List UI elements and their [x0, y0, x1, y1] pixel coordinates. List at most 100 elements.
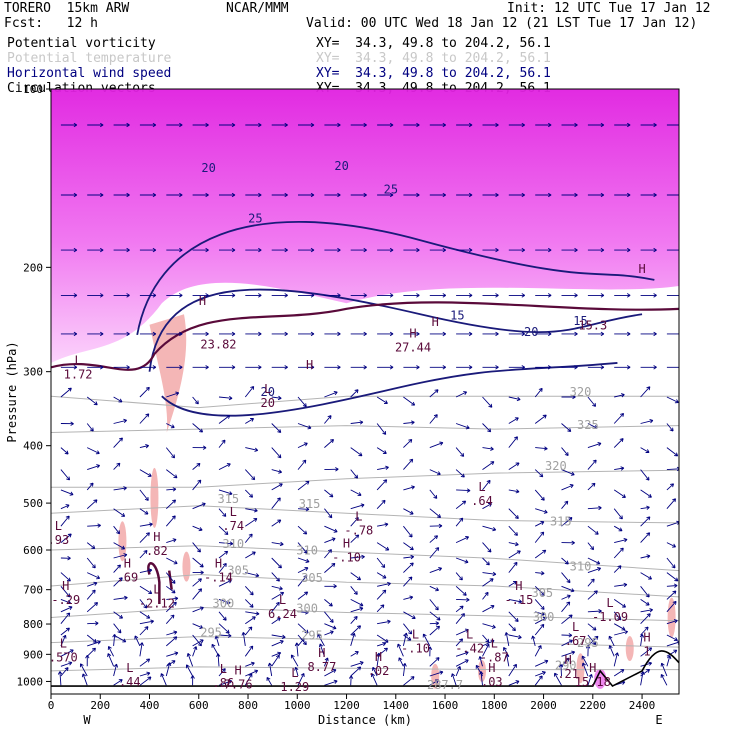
circulation-vector — [245, 518, 258, 527]
circulation-vector — [297, 557, 310, 563]
circulation-vector — [429, 247, 447, 253]
circulation-vector — [271, 469, 283, 474]
extremum-marker: H — [375, 650, 382, 664]
circulation-vector — [429, 365, 447, 370]
circulation-vector — [640, 122, 657, 128]
circulation-vector — [350, 122, 367, 128]
circulation-vector — [218, 414, 231, 424]
theta-label: 315 — [217, 492, 239, 506]
circulation-vector — [640, 331, 657, 337]
circulation-vector — [350, 534, 360, 543]
circulation-vector — [113, 679, 123, 686]
extremum-value: 7.76 — [224, 677, 253, 691]
circulation-vector — [350, 293, 367, 298]
theta-label: 310 — [222, 537, 244, 551]
circulation-vector — [324, 331, 341, 337]
circulation-vector — [324, 584, 337, 589]
circulation-vector — [86, 423, 94, 432]
circulation-vector — [455, 469, 465, 478]
circulation-vector — [403, 554, 415, 560]
circulation-vector — [377, 247, 394, 253]
circulation-vector — [508, 192, 526, 198]
circulation-vector — [508, 508, 519, 520]
extremum-marker: H — [409, 327, 416, 341]
circulation-vector — [113, 663, 119, 677]
circulation-vector — [403, 331, 420, 337]
circulation-vector — [377, 293, 394, 298]
circulation-vector — [60, 515, 70, 527]
circulation-vector — [482, 591, 489, 600]
circulation-vector — [508, 396, 521, 402]
circulation-vector — [324, 192, 341, 198]
circulation-vector — [324, 439, 335, 448]
x-tick-label: 1200 — [333, 699, 360, 712]
circulation-vector — [398, 657, 404, 667]
circulation-vector — [218, 525, 229, 536]
circulation-vector — [192, 365, 209, 370]
circulation-vector — [640, 469, 650, 481]
circulation-vector — [271, 483, 283, 491]
circulation-vector — [271, 654, 280, 667]
circulation-vector — [87, 572, 101, 580]
circulation-vector — [267, 662, 273, 677]
extremum-marker: H — [589, 661, 596, 675]
circulation-vector — [482, 396, 493, 408]
circulation-vector — [298, 331, 315, 337]
circulation-vector — [271, 639, 284, 647]
circulation-vector — [558, 663, 564, 677]
circulation-vector — [219, 192, 236, 198]
extremum-marker: H — [318, 646, 325, 660]
circulation-vector — [482, 503, 492, 510]
theta-label: 320 — [545, 459, 567, 473]
circulation-vector — [666, 583, 678, 588]
circulation-vector — [403, 542, 414, 551]
circulation-vector — [534, 675, 543, 686]
x-tick-label: 400 — [140, 699, 160, 712]
circulation-vector — [350, 389, 359, 398]
circulation-vector — [531, 635, 536, 647]
circulation-vector — [192, 331, 209, 337]
circulation-vector — [139, 365, 157, 370]
extremum-value: .64 — [471, 494, 493, 508]
extremum-value: .570 — [49, 650, 78, 664]
circulation-vector — [60, 598, 71, 605]
circulation-vector — [561, 572, 571, 584]
circulation-vector — [613, 623, 626, 631]
circulation-vector — [294, 642, 300, 657]
circulation-vector — [192, 479, 202, 491]
circulation-vector — [112, 634, 117, 646]
theta-label: 315 — [299, 497, 321, 511]
circulation-vector — [455, 557, 469, 564]
circulation-vector — [666, 124, 679, 126]
circulation-vector — [218, 598, 231, 605]
circulation-vector — [218, 395, 233, 401]
circulation-vector — [165, 572, 176, 584]
circulation-vector — [640, 613, 651, 625]
circulation-vector — [666, 498, 677, 509]
circulation-vector — [350, 469, 359, 479]
circulation-vector — [166, 557, 178, 565]
circulation-vector — [429, 523, 443, 529]
circulation-vector — [294, 666, 299, 677]
circulation-vector — [666, 634, 678, 642]
circulation-vector — [86, 542, 96, 550]
circulation-vector — [455, 613, 465, 624]
circulation-vector — [640, 386, 651, 398]
extremum-value: 1.72 — [64, 368, 93, 382]
circulation-vector — [561, 500, 569, 509]
extremum-value: 6.24 — [268, 607, 297, 621]
circulation-vector — [113, 293, 130, 298]
circulation-vector — [640, 192, 657, 198]
circulation-vector — [60, 387, 72, 398]
circulation-vector — [297, 634, 307, 646]
circulation-vector — [508, 247, 526, 253]
circulation-vector — [271, 331, 288, 337]
circulation-vector — [166, 391, 180, 398]
wind-speed-contour — [148, 288, 643, 372]
circulation-vector — [81, 673, 88, 686]
extremum-value: .74 — [222, 519, 244, 533]
circulation-vector — [534, 549, 547, 559]
circulation-vector — [244, 585, 254, 596]
circulation-vector — [508, 541, 519, 547]
circulation-vector — [350, 420, 364, 425]
